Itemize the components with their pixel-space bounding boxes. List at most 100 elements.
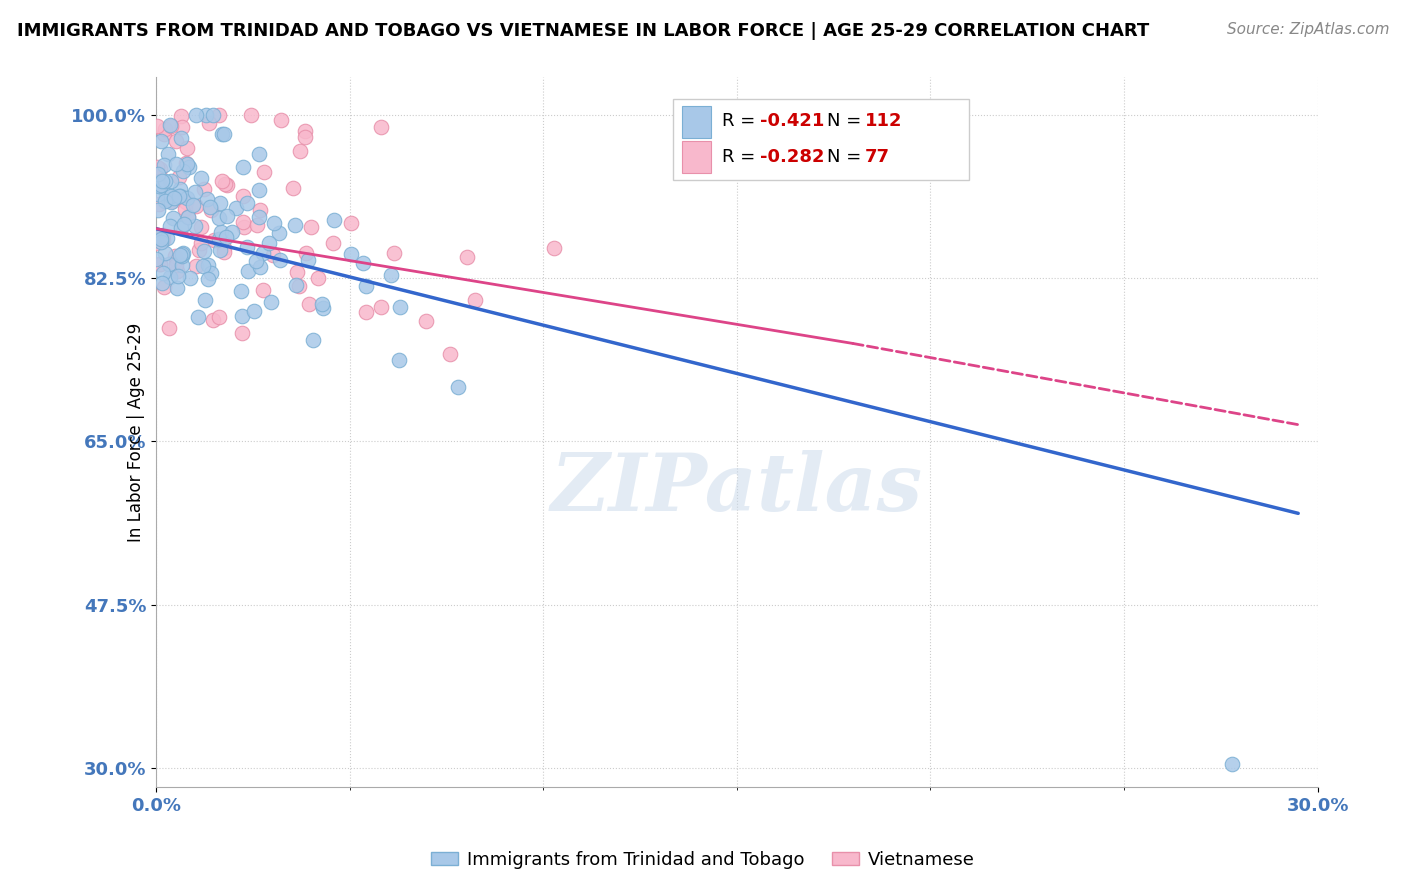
Point bbox=[148, 186, 170, 201]
Point bbox=[165, 134, 187, 148]
Point bbox=[231, 309, 253, 323]
Point bbox=[354, 279, 377, 293]
Point bbox=[202, 108, 225, 122]
Point bbox=[215, 178, 238, 193]
Point bbox=[149, 231, 172, 245]
Point bbox=[153, 174, 176, 188]
Point bbox=[165, 252, 187, 267]
Point bbox=[150, 235, 173, 250]
Point bbox=[252, 283, 274, 297]
Point bbox=[145, 120, 167, 134]
Point bbox=[212, 245, 235, 260]
Point bbox=[177, 211, 200, 225]
Point bbox=[294, 130, 316, 145]
Text: -0.282: -0.282 bbox=[761, 148, 824, 166]
FancyBboxPatch shape bbox=[673, 99, 969, 180]
Point bbox=[307, 271, 329, 285]
Point bbox=[194, 293, 217, 308]
Point bbox=[447, 379, 470, 393]
Point bbox=[370, 300, 392, 314]
Point bbox=[294, 124, 316, 138]
Point bbox=[176, 141, 198, 155]
Point bbox=[162, 211, 184, 225]
Point bbox=[340, 216, 363, 230]
Point bbox=[150, 178, 173, 193]
Point bbox=[177, 211, 200, 225]
Point bbox=[262, 248, 284, 262]
Text: Source: ZipAtlas.com: Source: ZipAtlas.com bbox=[1226, 22, 1389, 37]
Point bbox=[267, 226, 290, 240]
Point bbox=[152, 227, 174, 242]
Point bbox=[149, 228, 172, 243]
Point bbox=[169, 189, 191, 203]
Legend: Immigrants from Trinidad and Tobago, Vietnamese: Immigrants from Trinidad and Tobago, Vie… bbox=[425, 844, 981, 876]
Point bbox=[187, 310, 209, 325]
Point bbox=[148, 177, 170, 191]
Point bbox=[211, 127, 233, 141]
Point bbox=[146, 161, 169, 175]
Text: 77: 77 bbox=[865, 148, 890, 166]
Point bbox=[186, 108, 208, 122]
Point bbox=[163, 191, 186, 205]
Point bbox=[167, 269, 190, 284]
Point bbox=[145, 252, 167, 266]
Point bbox=[232, 160, 254, 174]
Point bbox=[200, 203, 222, 218]
Point bbox=[232, 215, 254, 229]
FancyBboxPatch shape bbox=[682, 106, 711, 137]
Point bbox=[148, 196, 170, 211]
Point bbox=[290, 144, 312, 158]
Point bbox=[197, 258, 219, 272]
Point bbox=[186, 259, 208, 273]
Point bbox=[172, 164, 194, 178]
Point bbox=[167, 189, 190, 203]
Point bbox=[160, 195, 183, 210]
Point bbox=[160, 194, 183, 209]
Point bbox=[257, 235, 280, 250]
Point bbox=[156, 192, 179, 206]
Point bbox=[208, 211, 231, 225]
Point bbox=[170, 131, 193, 145]
Point bbox=[165, 157, 187, 171]
Point bbox=[208, 108, 231, 122]
Text: -0.421: -0.421 bbox=[761, 112, 824, 130]
Point bbox=[169, 182, 191, 196]
Point bbox=[172, 120, 194, 134]
Point bbox=[159, 120, 181, 134]
Point bbox=[260, 295, 283, 310]
Point bbox=[253, 165, 276, 179]
Text: 112: 112 bbox=[865, 112, 903, 130]
Point bbox=[174, 195, 197, 210]
Point bbox=[153, 128, 176, 142]
Point bbox=[166, 281, 188, 295]
Point bbox=[311, 297, 333, 311]
Point bbox=[415, 314, 437, 328]
Point bbox=[155, 186, 177, 201]
Point bbox=[197, 271, 219, 285]
Point bbox=[150, 173, 173, 187]
Point bbox=[215, 230, 238, 244]
Point bbox=[285, 265, 308, 279]
Point bbox=[184, 186, 207, 200]
Point bbox=[153, 246, 176, 260]
Point bbox=[288, 278, 311, 293]
Point bbox=[153, 279, 176, 293]
Point bbox=[174, 202, 197, 216]
Point bbox=[456, 250, 478, 264]
Point bbox=[170, 221, 193, 235]
Point bbox=[247, 146, 270, 161]
Point bbox=[160, 188, 183, 202]
Point bbox=[340, 247, 363, 261]
Point bbox=[249, 203, 271, 218]
FancyBboxPatch shape bbox=[682, 141, 711, 173]
Text: N =: N = bbox=[827, 112, 862, 130]
Point bbox=[225, 201, 247, 215]
Point bbox=[174, 156, 197, 170]
Point bbox=[370, 120, 392, 135]
Point bbox=[160, 174, 183, 188]
Text: N =: N = bbox=[827, 148, 862, 166]
Point bbox=[240, 108, 263, 122]
Point bbox=[302, 333, 325, 347]
Point bbox=[249, 260, 271, 274]
Point bbox=[236, 240, 259, 254]
